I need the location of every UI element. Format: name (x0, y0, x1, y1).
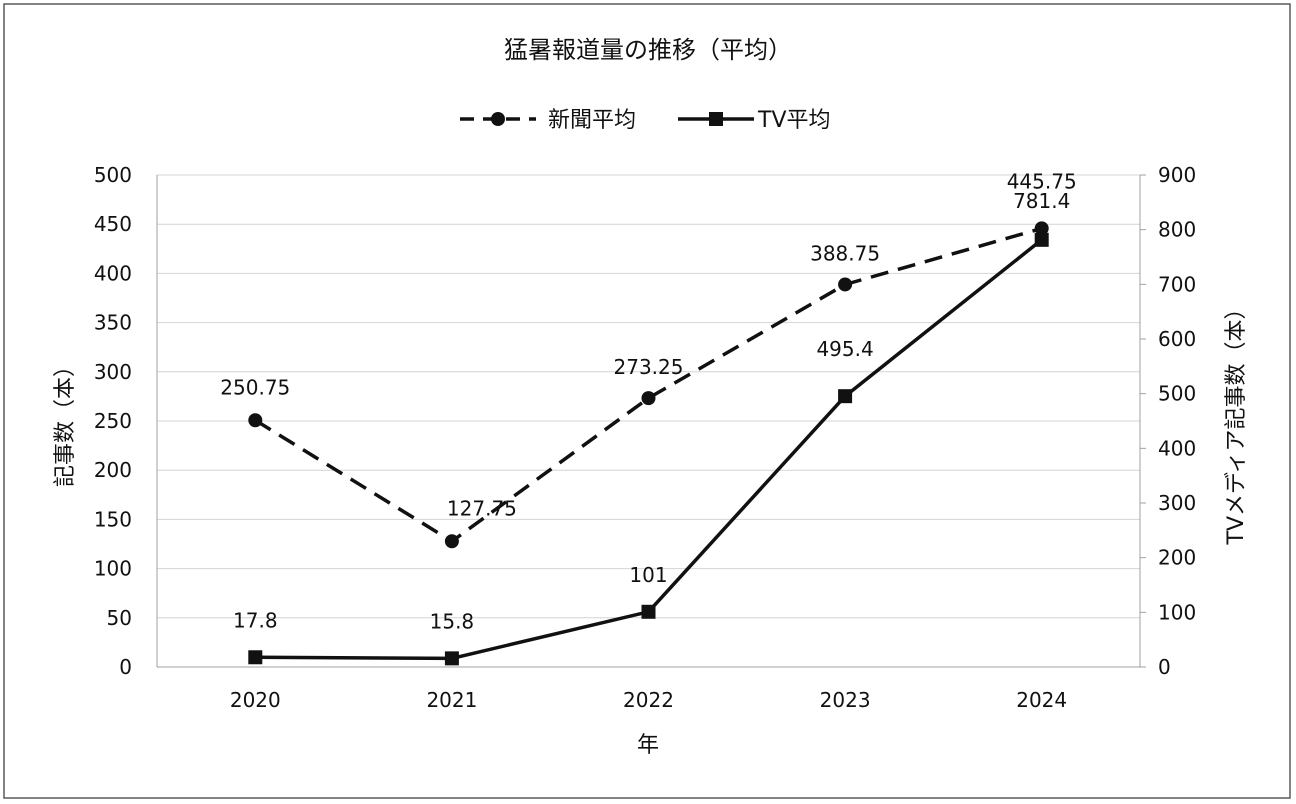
y-tick-label: 50 (107, 606, 132, 630)
point-newspaper (641, 391, 656, 406)
data-label: 445.75 (1007, 169, 1077, 193)
data-label: 388.75 (810, 241, 880, 265)
legend: 新聞平均 TV平均 (460, 108, 831, 133)
y2-tick-label: 200 (1158, 546, 1196, 570)
x-tick-label: 2022 (623, 688, 674, 712)
data-label: 127.75 (447, 496, 517, 520)
y2-tick-label: 700 (1158, 272, 1196, 296)
y-tick-label: 150 (94, 507, 132, 531)
data-label: 101 (629, 563, 667, 587)
legend-marker-square (709, 112, 723, 126)
data-label: 17.8 (233, 608, 278, 632)
y2-tick-label: 500 (1158, 382, 1196, 406)
axes (156, 174, 1146, 668)
gridlines (157, 174, 1140, 619)
y2-tick-label: 400 (1158, 436, 1196, 460)
legend-label: TV平均 (757, 108, 831, 133)
y-axis-ticks: 0 50 100 150 200 250 300 350 400 450 500 (94, 163, 132, 679)
data-labels: 250.75 127.75 273.25 388.75 445.75 17.8 15.8 10… (220, 169, 1076, 633)
y-tick-label: 100 (94, 557, 132, 581)
x-tick-label: 2021 (426, 688, 477, 712)
point-newspaper (248, 413, 263, 428)
y2-tick-label: 0 (1158, 655, 1171, 679)
data-label: 15.8 (430, 609, 475, 633)
x-tick-label: 2024 (1016, 688, 1067, 712)
markers (248, 221, 1049, 666)
x-axis-label: 年 (637, 733, 659, 758)
point-tv (248, 650, 263, 665)
y-tick-label: 300 (94, 360, 132, 384)
point-tv (1034, 232, 1049, 247)
y2-tick-label: 100 (1158, 600, 1196, 624)
y-tick-label: 400 (94, 261, 132, 285)
y-tick-label: 200 (94, 458, 132, 482)
point-newspaper (444, 534, 459, 549)
chart-title: 猛暑報道量の推移（平均） (504, 36, 792, 64)
x-axis-ticks: 2020 2021 2022 2023 2024 (230, 688, 1067, 712)
y2-axis-ticks: 0 100 200 300 400 500 600 700 800 900 (1158, 163, 1196, 679)
point-newspaper (838, 277, 853, 292)
y2-tick-label: 900 (1158, 163, 1196, 187)
point-newspaper (1034, 221, 1049, 236)
y2-tick-label: 300 (1158, 491, 1196, 515)
point-tv (838, 389, 853, 404)
y-tick-label: 450 (94, 212, 132, 236)
series-line-newspaper (254, 226, 1043, 544)
data-label: 250.75 (220, 375, 290, 399)
y-axis-label: 記事数（本） (53, 355, 78, 487)
y-tick-label: 0 (119, 655, 132, 679)
data-label: 273.25 (614, 355, 684, 379)
data-label: 781.4 (1013, 189, 1070, 213)
y2-axis-label: TVメディア記事数（本） (1224, 298, 1249, 546)
y-tick-label: 250 (94, 409, 132, 433)
point-tv (641, 604, 656, 619)
legend-label: 新聞平均 (548, 108, 636, 133)
x-tick-label: 2020 (230, 688, 281, 712)
point-tv (444, 651, 459, 666)
data-label: 495.4 (816, 337, 873, 361)
legend-marker-circle (491, 112, 505, 126)
x-tick-label: 2023 (820, 688, 871, 712)
y2-tick-label: 800 (1158, 218, 1196, 242)
y2-tick-label: 600 (1158, 327, 1196, 351)
y-tick-label: 350 (94, 311, 132, 335)
y-tick-label: 500 (94, 163, 132, 187)
